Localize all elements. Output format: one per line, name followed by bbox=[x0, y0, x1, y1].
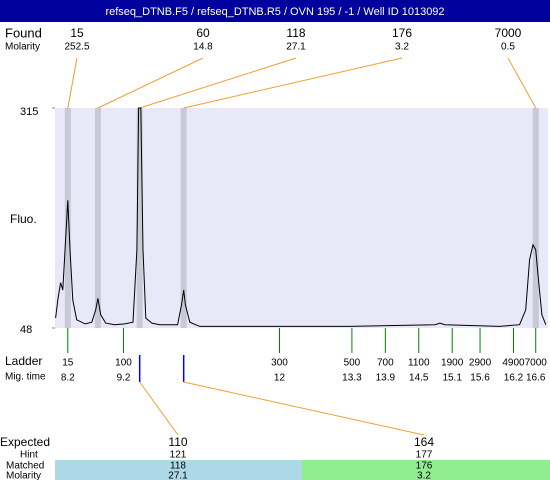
mig-time: 14.5 bbox=[409, 373, 429, 384]
found-size: 15 bbox=[70, 26, 84, 40]
expected-connector bbox=[139, 381, 179, 436]
mig-time: 8.2 bbox=[61, 373, 75, 384]
found-molarity: 27.1 bbox=[286, 42, 306, 53]
chart-title: refseq_DTNB.F5 / refseq_DTNB.R5 / OVN 19… bbox=[105, 6, 444, 18]
found-size: 7000 bbox=[495, 26, 522, 40]
found-size: 118 bbox=[286, 26, 305, 40]
ladder-size: 300 bbox=[271, 358, 288, 369]
mig-time: 13.9 bbox=[376, 373, 396, 384]
expected-connector bbox=[183, 381, 425, 436]
ladder-band bbox=[532, 108, 539, 328]
matched-size: 176 bbox=[416, 461, 433, 472]
ladder-size: 100 bbox=[115, 358, 132, 369]
ladder-band bbox=[180, 108, 187, 328]
hint-size: 177 bbox=[416, 450, 433, 461]
mig-time-label: Mig. time bbox=[5, 372, 46, 383]
ladder-size: 1100 bbox=[408, 358, 430, 369]
ladder-band bbox=[94, 108, 101, 328]
y-axis-label: Fluo. bbox=[10, 212, 37, 226]
found-molarity: 3.2 bbox=[395, 42, 409, 53]
ladder-size: 15 bbox=[62, 358, 74, 369]
found-connector bbox=[507, 57, 537, 109]
ladder-size: 500 bbox=[344, 358, 361, 369]
y-tick-label: 315 bbox=[20, 106, 38, 118]
matched-cell bbox=[302, 460, 550, 480]
hint-size: 121 bbox=[170, 450, 187, 461]
mig-time: 16.6 bbox=[526, 373, 546, 384]
hint-label: Hint bbox=[20, 450, 38, 461]
mig-time: 12 bbox=[274, 373, 286, 384]
mig-time: 16.2 bbox=[504, 373, 524, 384]
found-size: 60 bbox=[196, 26, 210, 40]
ladder-label: Ladder bbox=[5, 354, 42, 368]
mig-time: 15.1 bbox=[442, 373, 462, 384]
ladder-size: 2900 bbox=[469, 358, 492, 369]
expected-size: 110 bbox=[168, 435, 187, 449]
ladder-size: 7000 bbox=[525, 358, 548, 369]
ladder-size: 4900 bbox=[502, 358, 525, 369]
matched-molarity: 3.2 bbox=[417, 471, 431, 480]
matched-molarity: 27.1 bbox=[168, 471, 188, 480]
ladder-size: 1900 bbox=[441, 358, 464, 369]
found-connector bbox=[97, 57, 204, 109]
ladder-band bbox=[64, 108, 71, 328]
found-connector bbox=[139, 57, 297, 109]
ladder-size: 700 bbox=[377, 358, 394, 369]
y-tick-label: 48 bbox=[20, 324, 32, 336]
expected-size: 164 bbox=[414, 435, 434, 449]
molarity-label: Molarity bbox=[5, 42, 40, 53]
ladder-band bbox=[136, 108, 143, 328]
plot-area bbox=[55, 108, 548, 328]
mig-time: 15.6 bbox=[470, 373, 490, 384]
expected-label: Expected bbox=[0, 435, 50, 449]
found-molarity: 14.8 bbox=[193, 42, 213, 53]
matched-label: Matched bbox=[6, 461, 44, 472]
found-size: 176 bbox=[392, 26, 412, 40]
molarity-row-label: Molarity bbox=[6, 471, 41, 480]
found-connector bbox=[183, 57, 403, 109]
mig-time: 9.2 bbox=[117, 373, 131, 384]
found-connector bbox=[67, 57, 78, 109]
matched-cell bbox=[55, 460, 302, 480]
trace bbox=[55, 107, 547, 327]
mig-time: 13.3 bbox=[342, 373, 362, 384]
matched-size: 118 bbox=[170, 461, 186, 472]
title-bar bbox=[0, 0, 550, 22]
found-molarity: 252.5 bbox=[64, 42, 89, 53]
found-label: Found bbox=[5, 25, 42, 40]
found-molarity: 0.5 bbox=[501, 42, 515, 53]
